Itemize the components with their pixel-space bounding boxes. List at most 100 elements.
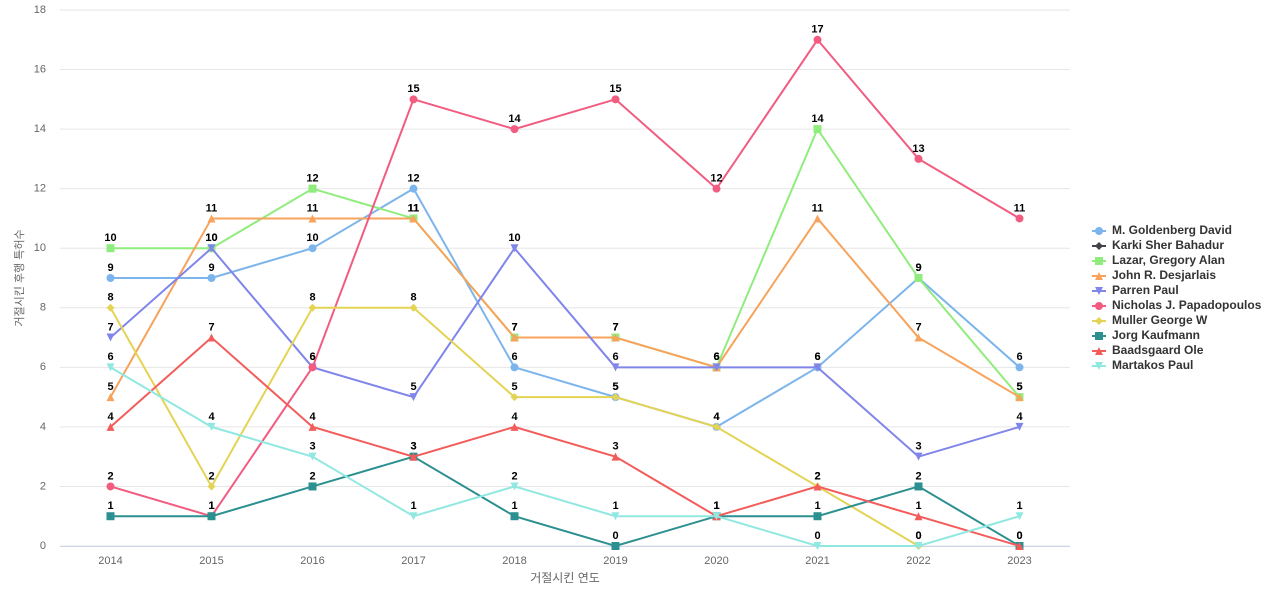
data-label: 6 — [612, 351, 618, 363]
data-label: 4 — [713, 411, 720, 423]
legend-item[interactable]: M. Goldenberg David — [1092, 223, 1232, 237]
data-label: 7 — [915, 321, 921, 333]
data-label: 10 — [205, 232, 217, 244]
series-line — [109, 336, 1020, 547]
marker — [611, 512, 620, 521]
legend-item[interactable]: Parren Paul — [1092, 283, 1179, 297]
marker — [308, 214, 317, 223]
marker — [308, 244, 317, 253]
legend-label: Lazar, Gregory Alan — [1112, 253, 1225, 267]
data-label: 7 — [208, 321, 214, 333]
legend-item[interactable]: Nicholas J. Papadopoulos — [1092, 298, 1262, 312]
marker — [1095, 332, 1103, 340]
data-label: 2 — [208, 470, 214, 482]
data-label: 12 — [710, 173, 722, 185]
legend-item[interactable]: Karki Sher Bahadur — [1092, 238, 1224, 252]
marker — [106, 363, 115, 372]
legend-item[interactable]: Jorg Kaufmann — [1092, 328, 1200, 342]
data-label: 11 — [408, 202, 420, 214]
legend-label: Muller George W — [1112, 313, 1208, 327]
data-label: 6 — [1016, 351, 1022, 363]
marker — [510, 422, 519, 431]
y-tick-label: 2 — [40, 480, 46, 492]
data-label: 12 — [407, 173, 419, 185]
marker — [1095, 257, 1103, 265]
data-label: 0 — [1016, 530, 1022, 542]
marker — [409, 214, 418, 223]
marker — [712, 422, 721, 431]
data-label: 3 — [410, 441, 416, 453]
y-tick-label: 6 — [40, 361, 46, 373]
marker — [510, 512, 519, 521]
y-tick-label: 12 — [34, 183, 46, 195]
data-label: 0 — [612, 530, 618, 542]
marker — [1015, 512, 1024, 521]
data-label: 1 — [612, 500, 618, 512]
marker — [611, 452, 620, 461]
marker — [409, 303, 418, 312]
marker — [106, 333, 115, 342]
legend-item[interactable]: Baadsgaard Ole — [1092, 343, 1204, 357]
data-label: 1 — [713, 500, 719, 512]
y-tick-label: 4 — [40, 421, 46, 433]
legend-item[interactable]: Muller George W — [1092, 313, 1208, 327]
data-label: 3 — [309, 441, 315, 453]
marker — [1095, 227, 1103, 235]
marker — [308, 422, 317, 431]
marker — [510, 393, 519, 402]
marker — [207, 274, 216, 282]
x-axis-label: 거절시킨 연도 — [530, 571, 600, 585]
data-label: 1 — [713, 500, 719, 512]
marker — [308, 184, 317, 193]
data-label: 5 — [612, 381, 618, 393]
data-label: 1 — [208, 500, 214, 512]
marker — [1015, 422, 1024, 431]
data-label: 4 — [1016, 411, 1023, 423]
marker — [1095, 347, 1103, 355]
data-label: 10 — [205, 232, 217, 244]
y-tick-label: 16 — [34, 63, 46, 75]
data-label: 0 — [1016, 530, 1022, 542]
data-label: 11 — [206, 202, 218, 214]
legend-label: Jorg Kaufmann — [1112, 328, 1200, 342]
data-label: 3 — [410, 441, 416, 453]
legend-item[interactable]: Lazar, Gregory Alan — [1092, 253, 1225, 267]
marker — [106, 393, 115, 402]
legend-label: Nicholas J. Papadopoulos — [1112, 298, 1262, 312]
y-tick-label: 8 — [40, 302, 46, 314]
legend-label: Baadsgaard Ole — [1112, 343, 1204, 357]
series-line — [110, 38, 1021, 518]
data-label: 2 — [107, 470, 113, 482]
data-label: 8 — [410, 292, 416, 304]
y-tick-label: 0 — [40, 540, 46, 552]
data-label: 9 — [208, 262, 214, 274]
marker — [1095, 242, 1103, 250]
data-label: 7 — [612, 321, 618, 333]
marker — [510, 333, 519, 342]
marker — [1095, 362, 1103, 370]
marker — [611, 363, 620, 372]
marker — [510, 244, 519, 253]
x-tick-label: 2019 — [603, 555, 627, 567]
data-label: 2 — [814, 470, 820, 482]
marker — [106, 422, 115, 431]
data-label: 15 — [407, 83, 419, 95]
marker — [1095, 287, 1103, 295]
marker — [712, 363, 721, 372]
legend-label: Martakos Paul — [1112, 358, 1193, 372]
marker — [510, 363, 519, 372]
y-tick-label: 18 — [34, 4, 46, 16]
marker — [1015, 214, 1024, 223]
data-label: 1 — [1016, 500, 1022, 512]
x-tick-label: 2020 — [704, 555, 728, 567]
data-label: 5 — [410, 381, 416, 393]
marker — [813, 542, 822, 550]
data-label: 6 — [814, 351, 820, 363]
legend-item[interactable]: Martakos Paul — [1092, 358, 1193, 372]
marker — [914, 512, 923, 521]
marker — [207, 482, 216, 491]
data-label: 1 — [208, 500, 214, 512]
data-label: 12 — [306, 173, 318, 185]
legend-item[interactable]: John R. Desjarlais — [1092, 268, 1216, 282]
